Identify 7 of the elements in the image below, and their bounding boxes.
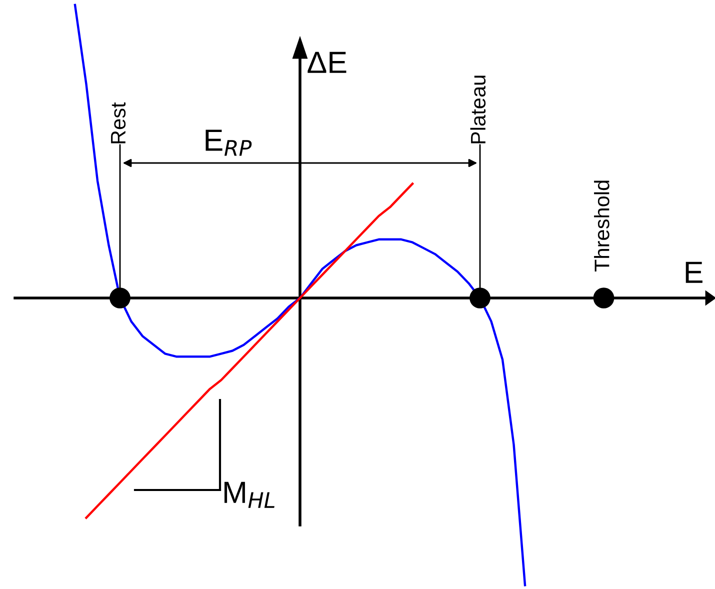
x-axis-title: E [686, 262, 702, 283]
annotation: M$_{HL}$ [224, 482, 274, 508]
y-axis-title: ΔE [308, 52, 346, 73]
x-tick-label: Rest [111, 102, 126, 144]
x-tick-label: Threshold [594, 180, 610, 272]
annotation: E$_{RP}$ [206, 130, 252, 156]
x-tick-label: Plateau [470, 76, 486, 144]
